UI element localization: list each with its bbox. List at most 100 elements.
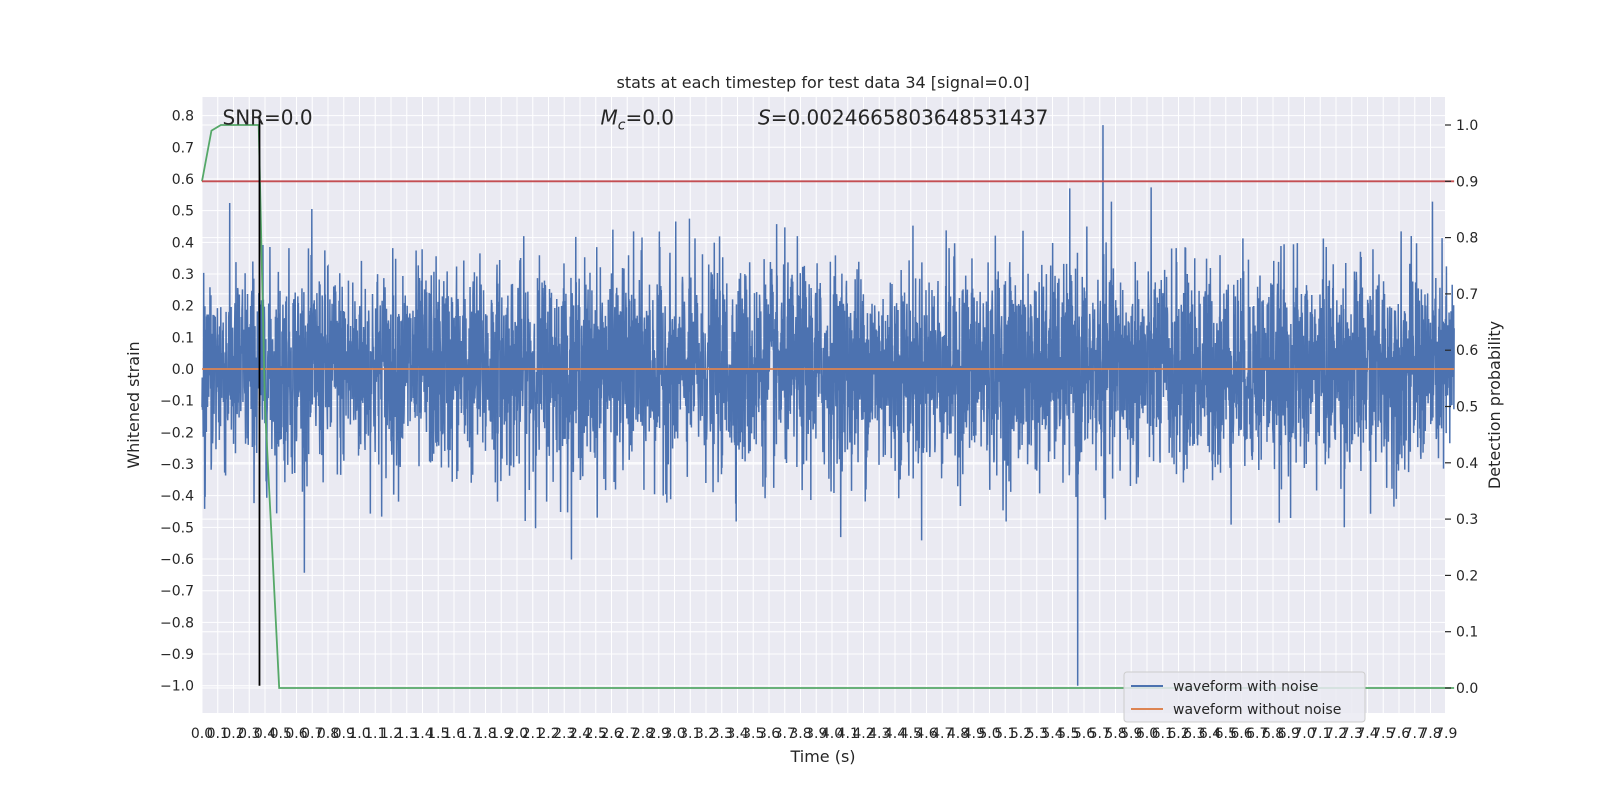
y-tick-label-4: 0.4 [172, 235, 194, 251]
y2-tick-label-5: 0.5 [1456, 400, 1478, 416]
x-tick-label-2: 0.2 [222, 726, 244, 742]
x-tick-label-7: 0.7 [301, 726, 323, 742]
y-tick-label-16: −0.8 [160, 615, 194, 631]
x-tick-label-73: 7.3 [1341, 726, 1363, 742]
x-tick-label-23: 2.3 [553, 726, 575, 742]
series-waveform-with-noise [201, 125, 1455, 686]
x-tick-label-33: 3.3 [711, 726, 733, 742]
x-tick-label-8: 0.8 [317, 726, 339, 742]
y2-axis-label: Detection probability [1485, 321, 1504, 489]
y-tick-label-15: −0.7 [160, 584, 194, 600]
x-tick-label-11: 1.1 [364, 726, 386, 742]
x-tick-label-78: 7.8 [1419, 726, 1441, 742]
x-tick-label-19: 1.9 [490, 726, 512, 742]
x-tick-label-65: 6.5 [1215, 726, 1237, 742]
x-tick-label-21: 2.1 [522, 726, 544, 742]
x-tick-label-28: 2.8 [632, 726, 654, 742]
x-tick-label-69: 6.9 [1278, 726, 1300, 742]
legend-box [1123, 671, 1366, 723]
x-tick-label-70: 7.0 [1293, 726, 1315, 742]
x-tick-label-56: 5.6 [1073, 726, 1095, 742]
x-tick-label-35: 3.5 [742, 726, 764, 742]
x-tick-label-25: 2.5 [585, 726, 607, 742]
y-tick-label-13: −0.5 [160, 520, 194, 536]
y2-tick-label-9: 0.1 [1456, 625, 1478, 641]
series-detection-probability [201, 124, 1455, 689]
x-tick-label-16: 1.6 [443, 726, 465, 742]
y-tick-label-7: 0.1 [172, 330, 194, 346]
x-tick-label-51: 5.1 [994, 726, 1016, 742]
x-tick-label-67: 6.7 [1246, 726, 1268, 742]
x-tick-label-17: 1.7 [459, 726, 481, 742]
y2-tick-label-7: 0.3 [1456, 512, 1478, 528]
x-tick-label-1: 0.1 [207, 726, 229, 742]
x-tick-label-9: 0.9 [333, 726, 355, 742]
x-tick-label-59: 5.9 [1120, 726, 1142, 742]
x-tick-label-22: 2.2 [537, 726, 559, 742]
y-tick-label-10: −0.2 [160, 425, 194, 441]
x-tick-label-63: 6.3 [1183, 726, 1205, 742]
x-tick-label-3: 0.3 [238, 726, 260, 742]
x-tick-label-44: 4.4 [884, 726, 906, 742]
y-tick-label-1: 0.7 [172, 140, 194, 156]
x-tick-label-39: 3.9 [805, 726, 827, 742]
x-tick-label-27: 2.7 [616, 726, 638, 742]
y2-tick-label-2: 0.8 [1456, 231, 1478, 247]
plot-series [201, 115, 1455, 689]
y-tick-label-3: 0.5 [172, 204, 194, 220]
x-tick-label-38: 3.8 [789, 726, 811, 742]
y-tick-label-14: −0.6 [160, 552, 194, 568]
x-tick-label-50: 5.0 [978, 726, 1000, 742]
x-tick-label-49: 4.9 [963, 726, 985, 742]
x-tick-label-13: 1.3 [396, 726, 418, 742]
y-tick-label-5: 0.3 [172, 267, 194, 283]
x-tick-label-36: 3.6 [758, 726, 780, 742]
y2-tick-label-3: 0.7 [1456, 287, 1478, 303]
annotation-snr: SNR=0.0 [223, 106, 313, 130]
y-tick-label-11: −0.3 [160, 457, 194, 473]
x-tick-label-79: 7.9 [1435, 726, 1457, 742]
legend-label-waveform-with-noise: waveform with noise [1173, 679, 1318, 695]
y-tick-label-8: 0.0 [172, 362, 194, 378]
x-tick-label-26: 2.6 [600, 726, 622, 742]
x-tick-label-20: 2.0 [506, 726, 528, 742]
x-tick-label-4: 0.4 [254, 726, 276, 742]
y2-axis-ticks: 1.0 0.9 0.8 0.7 0.6 0.5 0.4 0.3 0.2 0.1 0.0 [1445, 118, 1478, 697]
y2-tick-label-6: 0.4 [1456, 456, 1478, 472]
annotation-chirp-mass: Mc=0.0 [601, 106, 675, 134]
annotations: SNR=0.0 Mc=0.0 S=0.0024665803648531437 [223, 106, 1049, 134]
y-tick-label-9: −0.1 [160, 394, 194, 410]
y-tick-label-6: 0.2 [172, 299, 194, 315]
x-tick-label-29: 2.9 [648, 726, 670, 742]
x-axis-ticks: 0.00.10.20.30.40.50.60.70.80.91.01.11.21… [191, 726, 1458, 742]
x-tick-label-37: 3.7 [774, 726, 796, 742]
y-tick-label-2: 0.6 [172, 172, 194, 188]
y2-tick-label-0: 1.0 [1456, 118, 1478, 134]
x-tick-label-71: 7.1 [1309, 726, 1331, 742]
x-tick-label-46: 4.6 [915, 726, 937, 742]
x-tick-label-40: 4.0 [821, 726, 843, 742]
x-tick-label-24: 2.4 [569, 726, 591, 742]
x-tick-label-43: 4.3 [868, 726, 890, 742]
y-tick-label-0: 0.8 [172, 109, 194, 125]
x-tick-label-55: 5.5 [1057, 726, 1079, 742]
y2-tick-label-8: 0.2 [1456, 568, 1478, 584]
x-tick-label-54: 5.4 [1041, 726, 1063, 742]
x-tick-label-76: 7.6 [1388, 726, 1410, 742]
x-tick-label-30: 3.0 [663, 726, 685, 742]
x-tick-label-52: 5.2 [1010, 726, 1032, 742]
x-tick-label-47: 4.7 [931, 726, 953, 742]
y-tick-label-18: −1.0 [160, 679, 194, 695]
legend: waveform with noise waveform without noi… [1123, 671, 1366, 723]
x-tick-label-45: 4.5 [900, 726, 922, 742]
legend-label-waveform-without-noise: waveform without noise [1173, 702, 1341, 718]
x-tick-label-32: 3.2 [695, 726, 717, 742]
x-tick-label-75: 7.5 [1372, 726, 1394, 742]
x-tick-label-14: 1.4 [411, 726, 433, 742]
y2-tick-label-4: 0.6 [1456, 343, 1478, 359]
x-tick-label-62: 6.2 [1167, 726, 1189, 742]
y-axis-ticks: 0.8 0.7 0.6 0.5 0.4 0.3 0.2 0.1 0.0 −0.1 −0.2 −0.3 −… [160, 109, 194, 695]
y-axis-label: Whitened strain [124, 341, 143, 468]
x-tick-label-12: 1.2 [380, 726, 402, 742]
